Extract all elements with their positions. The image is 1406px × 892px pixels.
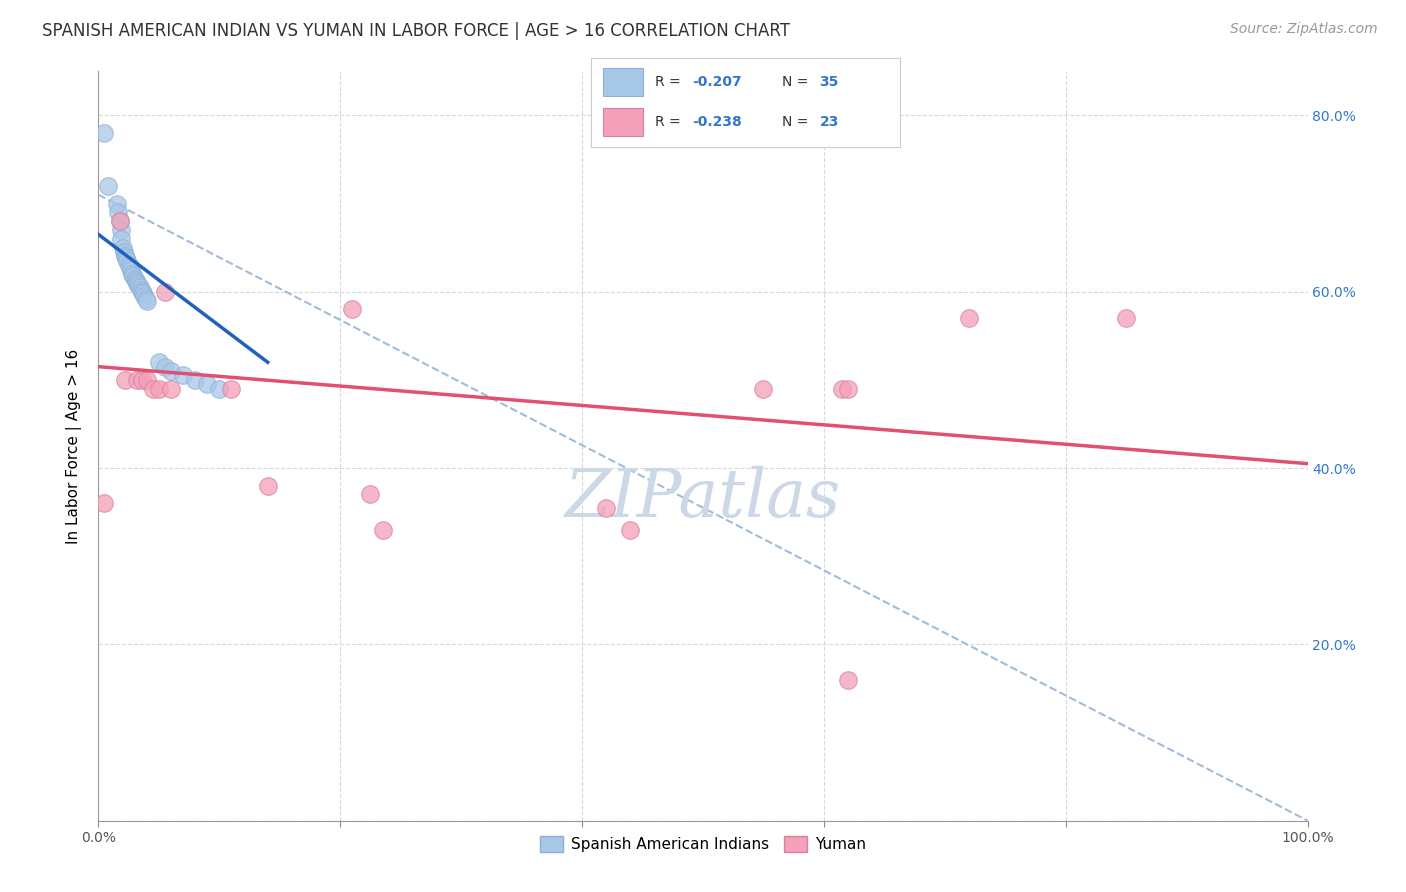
Point — [153, 285, 176, 299]
Point — [118, 260, 141, 274]
Point — [114, 250, 136, 264]
Point — [135, 293, 157, 308]
Point — [125, 274, 148, 288]
Point — [105, 196, 128, 211]
Point — [120, 262, 142, 277]
Point — [111, 241, 134, 255]
Point — [595, 500, 617, 515]
Point — [208, 382, 231, 396]
Text: 23: 23 — [820, 115, 839, 129]
Point — [1115, 311, 1137, 326]
Point — [221, 382, 243, 396]
Point — [837, 673, 859, 687]
Point — [110, 232, 132, 246]
Point — [142, 382, 165, 396]
Text: N =: N = — [782, 75, 813, 89]
Point — [127, 277, 149, 292]
Point — [112, 245, 135, 260]
Legend: Spanish American Indians, Yuman: Spanish American Indians, Yuman — [534, 830, 872, 858]
Point — [122, 268, 145, 283]
Point — [360, 487, 382, 501]
Point — [837, 382, 859, 396]
Point — [127, 373, 149, 387]
Y-axis label: In Labor Force | Age > 16: In Labor Force | Age > 16 — [66, 349, 83, 543]
Point — [134, 289, 156, 303]
Point — [160, 382, 183, 396]
Text: SPANISH AMERICAN INDIAN VS YUMAN IN LABOR FORCE | AGE > 16 CORRELATION CHART: SPANISH AMERICAN INDIAN VS YUMAN IN LABO… — [42, 22, 790, 40]
Point — [148, 382, 170, 396]
Point — [129, 283, 152, 297]
Point — [342, 302, 364, 317]
Text: Source: ZipAtlas.com: Source: ZipAtlas.com — [1230, 22, 1378, 37]
Point — [128, 280, 150, 294]
Point — [114, 373, 136, 387]
Text: R =: R = — [655, 115, 686, 129]
Point — [131, 285, 153, 299]
Text: 35: 35 — [820, 75, 839, 89]
Point — [117, 253, 139, 268]
Point — [118, 258, 141, 272]
Point — [97, 178, 120, 193]
Point — [107, 205, 129, 219]
Text: -0.238: -0.238 — [693, 115, 742, 129]
Point — [93, 126, 115, 140]
Point — [172, 368, 194, 383]
Point — [127, 276, 149, 290]
Point — [957, 311, 980, 326]
Point — [135, 373, 157, 387]
Point — [619, 523, 641, 537]
Point — [160, 364, 183, 378]
Point — [121, 267, 143, 281]
Point — [93, 496, 115, 510]
Text: R =: R = — [655, 75, 686, 89]
FancyBboxPatch shape — [603, 68, 643, 96]
Point — [752, 382, 775, 396]
Point — [831, 382, 853, 396]
Point — [371, 523, 394, 537]
Point — [110, 223, 132, 237]
Point — [195, 377, 218, 392]
Point — [135, 292, 157, 306]
Point — [184, 373, 207, 387]
FancyBboxPatch shape — [603, 108, 643, 136]
Point — [124, 271, 146, 285]
Text: ZIPatlas: ZIPatlas — [565, 466, 841, 531]
Text: N =: N = — [782, 115, 813, 129]
Text: -0.207: -0.207 — [693, 75, 742, 89]
Point — [108, 214, 131, 228]
Point — [115, 252, 138, 266]
Point — [153, 359, 176, 374]
Point — [256, 478, 278, 492]
Point — [132, 286, 155, 301]
Point — [131, 373, 153, 387]
Point — [148, 355, 170, 369]
Point — [108, 214, 131, 228]
